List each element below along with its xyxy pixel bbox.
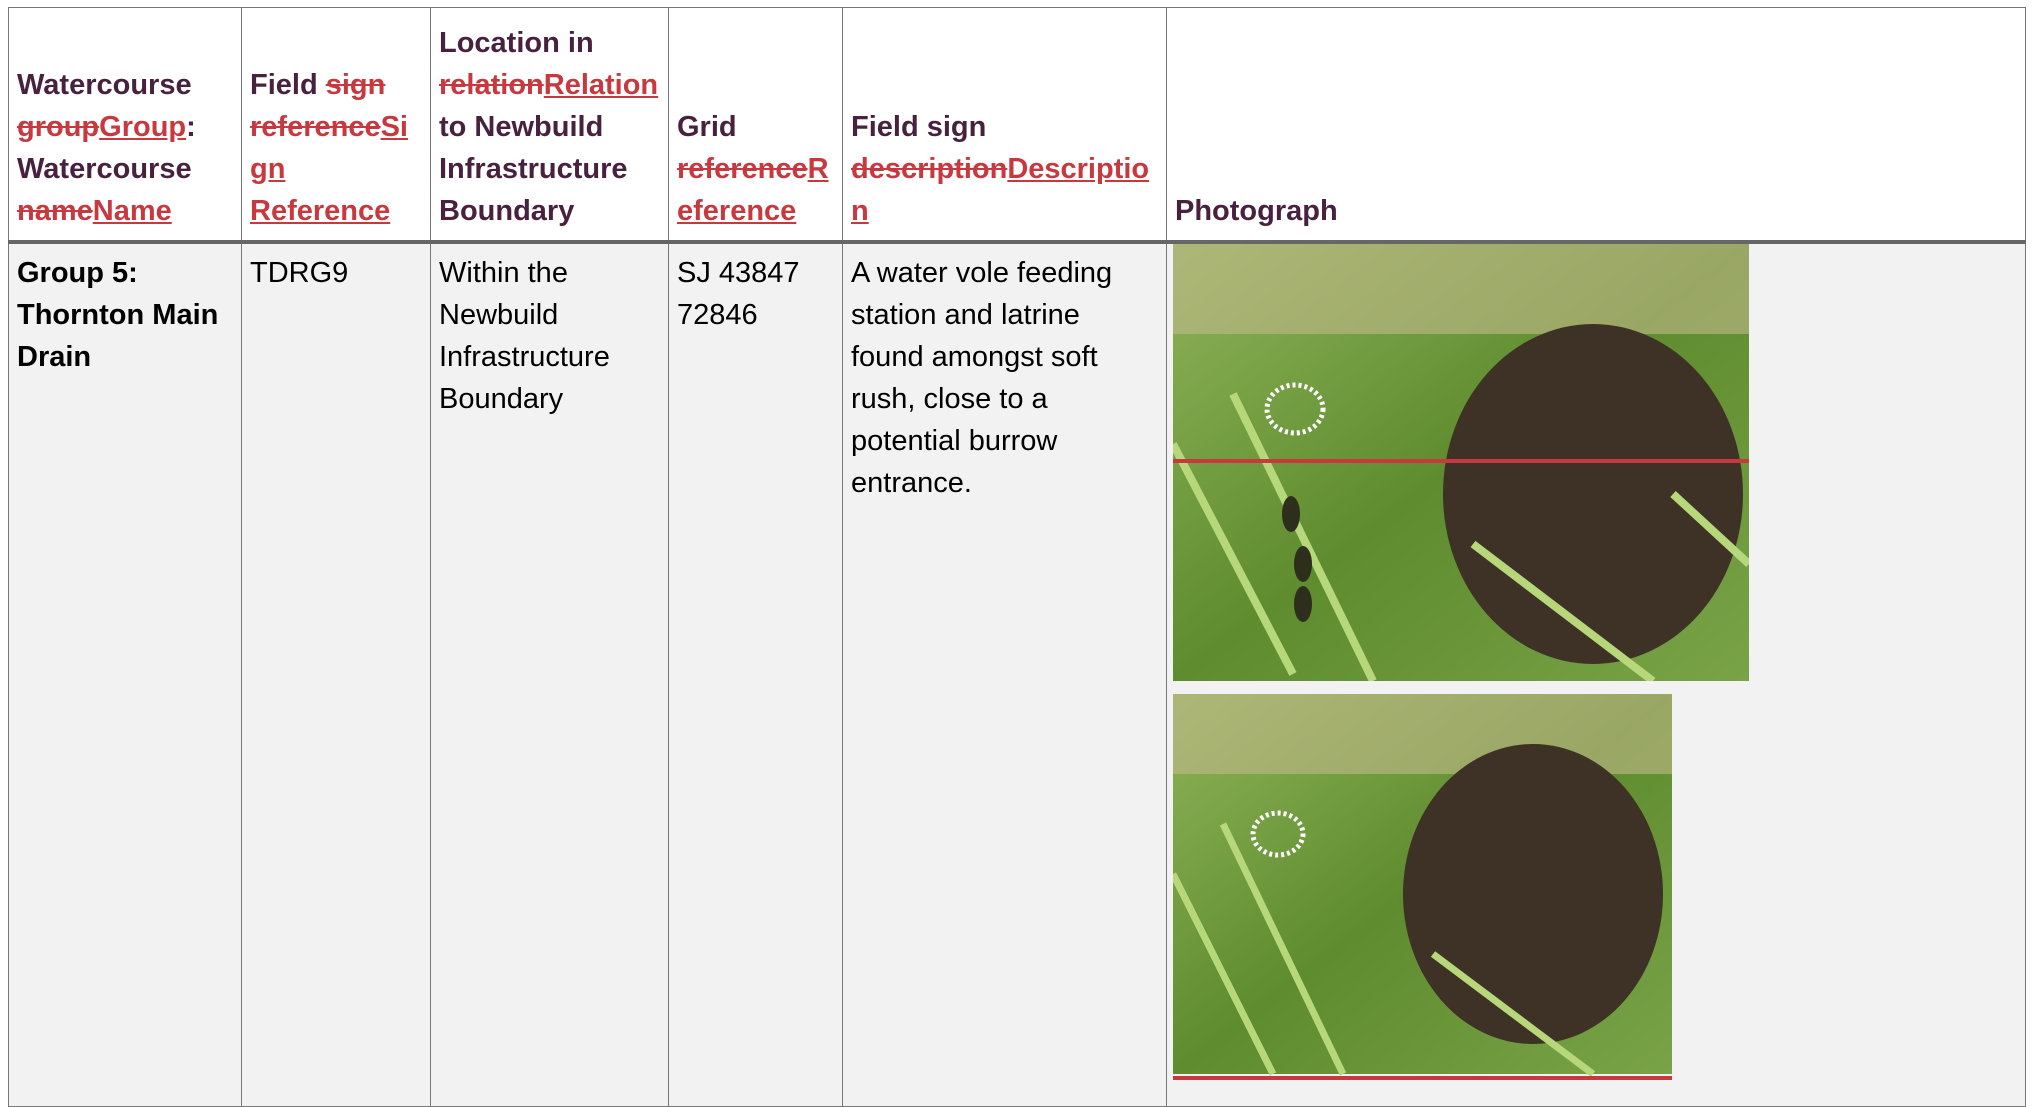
header-cell: Photograph [1166, 7, 2026, 244]
header-text: to Newbuild Infrastructure Boundary [439, 111, 628, 227]
inserted-text: Description [851, 153, 1150, 227]
photograph [1173, 694, 1672, 1080]
deleted-text: description [851, 153, 1008, 185]
deleted-text: reference [677, 153, 808, 185]
deleted-text: relation [439, 69, 544, 101]
header-text: Watercourse [17, 69, 192, 101]
deleted-text: name [17, 195, 93, 227]
header-cell: Field sign descriptionDescription [842, 7, 1167, 244]
header-text: Photograph [1175, 195, 1338, 227]
inserted-text: Reference [677, 153, 829, 227]
cell: Within the Newbuild Infrastructure Bound… [430, 241, 669, 1107]
header-text: Grid [677, 111, 737, 143]
header-cell: Watercourse groupGroup: Watercourse name… [8, 7, 242, 244]
cell: SJ 43847 72846 [668, 241, 843, 1107]
inserted-text: Group [99, 111, 187, 143]
cell: A water vole feeding station and latrine… [842, 241, 1167, 1107]
cell: TDRG9 [241, 241, 431, 1107]
inserted-text: Name [92, 195, 172, 227]
photograph [1173, 244, 1749, 681]
header-text: Field sign [851, 111, 987, 143]
deleted-text: group [17, 111, 100, 143]
inserted-text: Sign Reference [250, 111, 408, 227]
header-text: Field [250, 69, 326, 101]
header-row: Watercourse groupGroup: Watercourse name… [8, 7, 2026, 244]
header-text: Location in [439, 27, 594, 59]
header-text: : Watercourse [17, 111, 196, 185]
inserted-text: Relation [543, 69, 659, 101]
deleted-text: sign reference [250, 69, 386, 143]
header-cell: Field sign referenceSign Reference [241, 7, 431, 244]
cell: Group 5: Thornton Main Drain [8, 241, 242, 1107]
header-cell: Grid referenceReference [668, 7, 843, 244]
header-cell: Location in relationRelation to Newbuild… [430, 7, 669, 244]
